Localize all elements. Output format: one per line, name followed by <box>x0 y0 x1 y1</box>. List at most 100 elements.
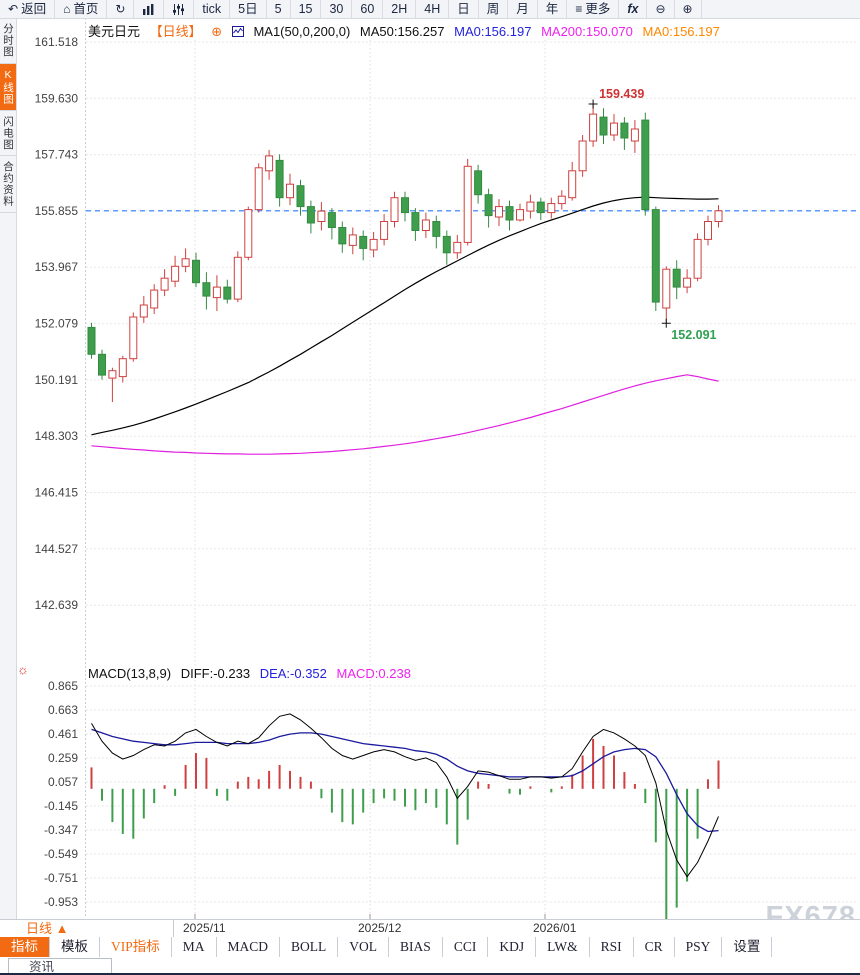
toolbar-item-2h[interactable]: 2H <box>383 0 417 18</box>
toolbar-item-back[interactable]: ↶ 返回 <box>0 0 56 18</box>
indicator-tab-KDJ[interactable]: KDJ <box>488 937 537 957</box>
toolbar-item-label: tick <box>202 2 222 16</box>
news-tab[interactable]: 资讯 <box>8 958 112 974</box>
svg-text:155.855: 155.855 <box>35 204 79 218</box>
svg-text:-0.145: -0.145 <box>44 799 78 813</box>
period-selector[interactable]: 日线 ▲ <box>16 920 174 937</box>
svg-text:152.079: 152.079 <box>35 317 79 331</box>
indicator-tab-PSY[interactable]: PSY <box>675 937 723 957</box>
toolbar-item-fx[interactable]: fx <box>619 0 648 18</box>
toolbar-item-year[interactable]: 年 <box>538 0 568 18</box>
toolbar-item-label: 30 <box>329 2 344 16</box>
ma50-value: MA50:156.257 <box>359 24 445 39</box>
toolbar-item-refresh[interactable]: ↻ <box>107 0 135 18</box>
refresh-icon: ↻ <box>115 2 126 16</box>
svg-text:142.639: 142.639 <box>35 598 79 612</box>
indicator-tab-VOL[interactable]: VOL <box>338 937 390 957</box>
indicator-tab-MACD[interactable]: MACD <box>217 937 281 957</box>
indicator-tab-BOLL[interactable]: BOLL <box>280 937 339 957</box>
indicator-tab-CR[interactable]: CR <box>634 937 675 957</box>
svg-text:153.967: 153.967 <box>35 260 79 274</box>
x-axis-month-label: 2025/12 <box>358 921 402 935</box>
toolbar-item-more[interactable]: ≡ 更多 <box>567 0 620 18</box>
toolbar-item-day[interactable]: 日 <box>449 0 479 18</box>
macd-dea-value: DEA:-0.352 <box>259 666 327 681</box>
toolbar-item-week[interactable]: 周 <box>479 0 509 18</box>
toolbar-item-30m[interactable]: 30 <box>321 0 353 18</box>
indicator-tab-bar: 指标 模板 VIP指标 MA MACD BOLL VOL BIAS CCI KDJ LW& RSI CR… <box>0 937 860 958</box>
x-axis-month-label: 2026/01 <box>533 921 577 935</box>
macd-pane-marker-icon[interactable]: ☼ <box>17 662 29 677</box>
sidebar-tab-contract-info[interactable]: 合约资料 <box>0 156 16 213</box>
toolbar-item-60m[interactable]: 60 <box>352 0 384 18</box>
sidebar-tab-time-chart[interactable]: 分时图 <box>0 18 16 64</box>
toolbar-item-label: 月 <box>516 2 529 16</box>
add-indicator-icon[interactable]: ⊕ <box>211 24 223 39</box>
toolbar-item-label: 2H <box>391 2 408 16</box>
indicator-tab-BIAS[interactable]: BIAS <box>389 937 443 957</box>
ma-params: MA1(50,0,200,0) <box>253 24 351 39</box>
kline-chart-icon <box>142 3 155 15</box>
svg-text:157.743: 157.743 <box>35 148 79 162</box>
toolbar-item-label: fx <box>627 2 639 16</box>
toolbar-item-label: 周 <box>486 2 500 16</box>
toolbar-item-4h[interactable]: 4H <box>416 0 450 18</box>
ma0-orange-value: MA0:156.197 <box>642 24 720 39</box>
svg-text:161.518: 161.518 <box>35 35 79 49</box>
toolbar-item-kline-chart[interactable] <box>134 0 165 18</box>
indicator-tab-RSI[interactable]: RSI <box>590 937 634 957</box>
svg-text:0.663: 0.663 <box>48 703 78 717</box>
sidebar-tab-kline-chart[interactable]: K线图 <box>0 63 16 111</box>
sidebar-tab-lightning-chart[interactable]: 闪电图 <box>0 111 16 156</box>
toolbar-item-home[interactable]: ⌂ 首页 <box>55 0 108 18</box>
home-icon: ⌂ <box>63 2 71 16</box>
toolbar-item-5m[interactable]: 5 <box>267 0 291 18</box>
svg-text:159.439: 159.439 <box>599 87 644 101</box>
toolbar-item-label: 15 <box>298 2 313 16</box>
svg-text:150.191: 150.191 <box>35 373 79 387</box>
toolbar-item-label: 4H <box>424 2 441 16</box>
indicator-tab-指标[interactable]: 指标 <box>0 937 50 957</box>
toolbar-item-indicator-settings[interactable] <box>164 0 195 18</box>
indicator-tab-VIP指标[interactable]: VIP指标 <box>100 937 172 957</box>
kline-settings-icon[interactable] <box>231 24 244 39</box>
toolbar-item-label: 首页 <box>73 2 99 16</box>
ma0-blue-value: MA0:156.197 <box>454 24 532 39</box>
chart-type-sidebar: 分时图 K线图 闪电图 合约资料 <box>0 18 17 919</box>
macd-hist-value: MACD:0.238 <box>336 666 411 681</box>
indicator-tab-模板[interactable]: 模板 <box>50 937 100 957</box>
toolbar-item-label: 日 <box>457 2 470 16</box>
toolbar-item-5d[interactable]: 5日 <box>230 0 267 18</box>
svg-text:0.461: 0.461 <box>48 727 78 741</box>
toolbar-item-month[interactable]: 月 <box>508 0 538 18</box>
x-axis-row: 日线 ▲ 2025/11 2025/12 2026/01 <box>0 919 860 938</box>
macd-header: MACD(13,8,9) DIFF:-0.233 DEA:-0.352 MACD… <box>88 666 417 681</box>
toolbar-item-15m[interactable]: 15 <box>291 0 322 18</box>
bottom-status-row: 资讯 <box>0 957 860 974</box>
indicator-tab-LW&[interactable]: LW& <box>536 937 590 957</box>
indicator-tab-设置[interactable]: 设置 <box>722 937 773 957</box>
x-axis-month-label: 2025/11 <box>183 921 226 935</box>
back-icon: ↶ <box>8 2 19 16</box>
macd-diff-value: DIFF:-0.233 <box>180 666 251 681</box>
svg-text:-0.751: -0.751 <box>44 871 78 885</box>
indicator-tab-MA[interactable]: MA <box>172 937 217 957</box>
toolbar-item-zoom-in[interactable]: ⊕ <box>675 0 702 18</box>
toolbar-item-label: 更多 <box>585 2 611 16</box>
top-toolbar: ↶ 返回 ⌂ 首页 ↻ tick 5日 5 15 30 60 2H 4H 日周月年 ≡ 更多 fx ⊖ ⊕ <box>0 0 860 19</box>
macd-title: MACD(13,8,9) <box>88 666 172 681</box>
svg-text:0.057: 0.057 <box>48 775 78 789</box>
svg-text:146.415: 146.415 <box>35 486 79 500</box>
svg-text:0.865: 0.865 <box>48 679 78 693</box>
toolbar-item-label: 年 <box>545 2 559 16</box>
indicator-tab-CCI[interactable]: CCI <box>443 937 489 957</box>
svg-text:-0.549: -0.549 <box>44 847 78 861</box>
toolbar-item-zoom-out[interactable]: ⊖ <box>647 0 675 18</box>
svg-text:159.630: 159.630 <box>35 91 79 105</box>
toolbar-item-label: 5 <box>274 2 282 16</box>
zoom-out-icon: ⊖ <box>655 2 666 16</box>
toolbar-item-tick[interactable]: tick <box>194 0 231 18</box>
